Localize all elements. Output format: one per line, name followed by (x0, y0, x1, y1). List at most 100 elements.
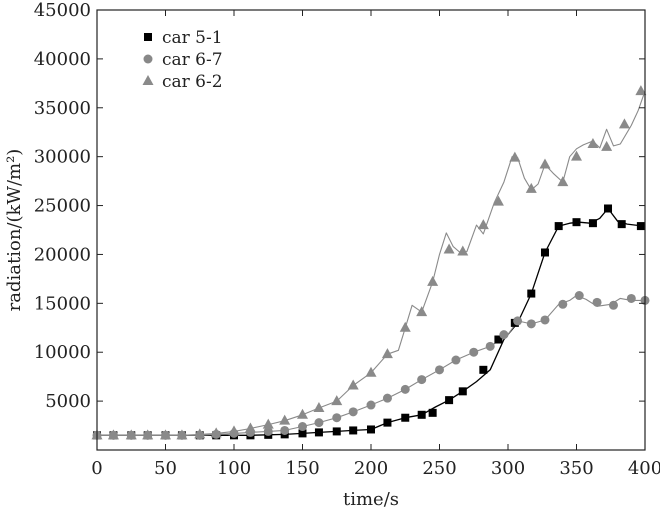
data-point-0 (617, 220, 626, 229)
data-point-2 (399, 321, 411, 332)
x-axis-label: time/s (343, 489, 399, 510)
legend-marker-0 (144, 33, 152, 41)
data-point-2 (457, 245, 469, 256)
data-point-2 (194, 428, 206, 439)
data-point-1 (558, 299, 568, 309)
y-tick-label: 15000 (34, 293, 91, 314)
data-point-1 (417, 375, 427, 385)
data-point-0 (417, 410, 426, 419)
data-point-0 (314, 428, 323, 437)
data-point-1 (540, 315, 550, 325)
series-line-2 (97, 91, 646, 436)
data-point-2 (587, 137, 599, 148)
x-tick-label: 300 (491, 458, 525, 479)
data-point-0 (636, 222, 645, 231)
data-point-1 (348, 407, 358, 417)
data-point-1 (592, 297, 602, 307)
data-point-0 (604, 204, 613, 213)
data-point-0 (445, 396, 454, 405)
x-tick-label: 250 (422, 458, 456, 479)
data-point-1 (451, 355, 461, 365)
x-tick-label: 400 (628, 458, 660, 479)
legend-marker-1 (143, 54, 153, 64)
data-point-0 (458, 387, 467, 396)
data-point-2 (210, 427, 222, 438)
data-point-2 (262, 418, 274, 429)
data-point-2 (525, 182, 537, 193)
data-point-1 (366, 400, 376, 410)
data-point-0 (428, 408, 437, 417)
data-point-1 (526, 319, 536, 329)
data-point-2 (557, 176, 569, 187)
data-point-2 (601, 140, 613, 151)
data-point-2 (416, 306, 428, 317)
data-point-2 (477, 219, 489, 230)
data-point-0 (554, 222, 563, 231)
x-tick-label: 200 (354, 458, 388, 479)
y-tick-label: 25000 (34, 196, 91, 217)
data-point-0 (527, 289, 536, 298)
y-axis-ticks: 5000 10000 15000 20000 25000 30000 35000 40000 4… (34, 0, 645, 412)
data-point-0 (349, 426, 358, 435)
data-point-2 (635, 85, 647, 96)
data-point-1 (400, 384, 410, 394)
series-lines (97, 91, 646, 436)
data-point-2 (347, 379, 359, 390)
data-point-2 (297, 408, 308, 419)
data-point-0 (479, 365, 488, 374)
data-point-0 (494, 335, 503, 344)
y-axis-label: radiation/(kW/m²) (4, 149, 25, 312)
data-point-1 (280, 425, 290, 435)
legend-label-2: car 6-2 (162, 72, 223, 92)
data-point-2 (313, 401, 325, 412)
data-point-1 (314, 418, 324, 428)
data-point-0 (367, 425, 375, 434)
x-tick-label: 150 (285, 458, 319, 479)
data-point-2 (492, 195, 504, 206)
data-point-2 (381, 348, 393, 359)
data-point-0 (332, 427, 341, 436)
data-point-0 (588, 219, 597, 228)
data-point-1 (574, 291, 584, 301)
data-point-2 (228, 425, 240, 436)
data-point-2 (160, 429, 171, 440)
data-point-0 (383, 418, 392, 427)
data-point-2 (331, 395, 343, 406)
y-tick-label: 30000 (34, 147, 91, 168)
data-point-2 (244, 422, 256, 433)
y-tick-label: 10000 (34, 342, 91, 363)
data-point-2 (443, 243, 455, 254)
data-point-1 (332, 413, 342, 423)
data-point-1 (485, 341, 495, 351)
x-axis-ticks: 0 50 100 150 200 250 300 350 400 (91, 10, 660, 479)
data-point-1 (499, 330, 509, 340)
x-tick-label: 50 (154, 458, 177, 479)
y-tick-label: 5000 (45, 391, 91, 412)
data-point-1 (608, 300, 618, 310)
data-point-1 (513, 316, 523, 326)
legend-label-1: car 6-7 (162, 50, 223, 70)
data-point-2 (365, 366, 377, 377)
x-tick-label: 0 (91, 458, 102, 479)
legend-marker-2 (142, 75, 154, 85)
data-point-2 (279, 414, 291, 425)
data-point-1 (626, 293, 636, 303)
data-point-2 (142, 429, 154, 440)
data-point-2 (125, 429, 137, 440)
x-tick-label: 100 (217, 458, 251, 479)
legend-label-0: car 5-1 (162, 28, 223, 48)
series-markers (91, 85, 650, 440)
data-point-0 (401, 413, 410, 422)
data-point-2 (176, 429, 188, 440)
data-point-1 (298, 422, 307, 432)
data-point-0 (298, 429, 307, 438)
data-point-2 (571, 150, 582, 161)
data-point-1 (435, 365, 444, 375)
series-line-1 (97, 294, 645, 436)
data-point-2 (509, 151, 521, 162)
y-tick-label: 45000 (34, 0, 91, 21)
data-point-1 (382, 393, 392, 403)
data-point-2 (618, 118, 630, 129)
